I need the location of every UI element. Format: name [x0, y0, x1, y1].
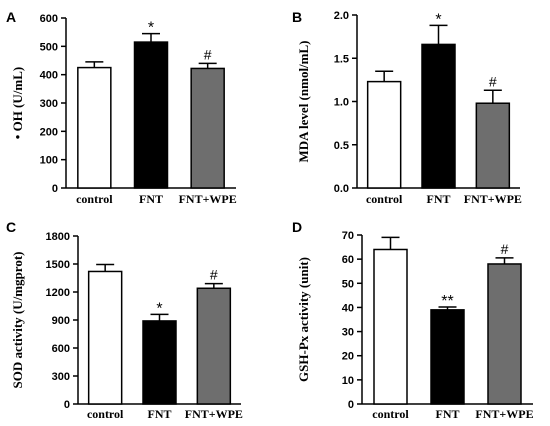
panel-c-category-label: control — [87, 407, 124, 421]
panel-a-y-tick-label: 100 — [40, 155, 58, 167]
panel-b-y-tick-label: 1.0 — [334, 97, 349, 109]
panel-c-letter: C — [6, 219, 16, 235]
panel-c-category-label: FNT — [148, 407, 172, 421]
panel-d-significance-mark: ** — [441, 293, 453, 310]
panel-c-y-tick-label: 1800 — [46, 231, 70, 243]
panel-c-bar-control — [87, 270, 123, 405]
panel-c-bar-fnt-wpe — [196, 287, 232, 405]
panel-a-bar-control — [77, 66, 112, 189]
panel-a-y-tick-label: 200 — [40, 126, 58, 138]
panel-c-y-tick-label: 900 — [52, 315, 70, 327]
panel-c-bar-fnt — [142, 320, 177, 405]
panel-b-significance-mark: # — [489, 73, 497, 89]
panel-a-y-tick-label: 400 — [40, 70, 58, 82]
panel-d-y-tick-label: 40 — [342, 302, 354, 314]
panel-a-category-label: FNT — [139, 192, 163, 206]
panel-d-significance-mark: # — [501, 241, 509, 257]
panel-a-category-label: FNT+WPE — [179, 192, 237, 206]
panel-b-bar-control — [366, 80, 402, 189]
panel-d-category-label: FNT — [436, 407, 460, 421]
panel-d-bar-fnt-wpe — [487, 263, 522, 405]
panel-d-category-label: control — [372, 407, 409, 421]
panel-b-y-tick-label: 0.0 — [334, 183, 349, 195]
panel-d-y-tick-label: 20 — [342, 351, 354, 363]
panel-b-y-axis-label: MDA level (nmol/mL) — [296, 40, 311, 162]
panel-b-significance-mark: * — [435, 11, 441, 28]
panel-d-y-tick-label: 10 — [342, 375, 354, 387]
panel-b-category-label: FNT+WPE — [464, 192, 522, 206]
panel-b-category-label: FNT — [427, 192, 451, 206]
panel-a-bar-fnt-wpe — [190, 67, 225, 189]
panel-b-letter: B — [292, 9, 302, 25]
panel-d-letter: D — [292, 219, 302, 235]
panel-c-y-tick-label: 1200 — [46, 287, 70, 299]
panel-a-y-axis-label: • OH (U/mL) — [10, 67, 25, 139]
panel-d-y-tick-label: 60 — [342, 254, 354, 266]
panel-a-significance-mark: # — [204, 46, 212, 62]
panel-d-bar-control — [373, 248, 408, 405]
panel-b-bar-fnt-wpe — [475, 102, 511, 189]
panel-a-category-label: control — [76, 192, 113, 206]
panel-b-y-tick-label: 0.5 — [334, 140, 349, 152]
panel-a-significance-mark: * — [148, 20, 154, 37]
panel-b-y-tick-label: 1.5 — [334, 53, 349, 65]
panel-d-bar-fnt — [430, 309, 465, 405]
panel-a-y-tick-label: 600 — [40, 13, 58, 25]
panel-c-y-tick-label: 1500 — [46, 259, 70, 271]
panel-b-category-label: control — [366, 192, 403, 206]
panel-b-y-tick-label: 2.0 — [334, 10, 349, 22]
panel-a-bar-fnt — [133, 41, 169, 189]
panel-d-category-label: FNT+WPE — [475, 407, 533, 421]
panel-c-y-tick-label: 0 — [64, 399, 70, 411]
panel-d-y-axis-label: GSH-Px activity (unit) — [296, 257, 311, 382]
panel-d-y-tick-label: 50 — [342, 278, 354, 290]
panel-d-y-tick-label: 0 — [348, 399, 354, 411]
panel-a-letter: A — [6, 9, 16, 25]
panel-c-y-axis-label: SOD activity (U/mgprot) — [10, 252, 25, 389]
panel-b-bar-fnt — [421, 43, 456, 189]
panel-c-y-tick-label: 600 — [52, 343, 70, 355]
panel-c-significance-mark: # — [210, 267, 218, 283]
panel-a-y-tick-label: 300 — [40, 98, 58, 110]
panel-c-category-label: FNT+WPE — [185, 407, 243, 421]
panel-c-significance-mark: * — [156, 300, 162, 317]
panel-d-y-tick-label: 30 — [342, 327, 354, 339]
panel-c-y-tick-label: 300 — [52, 371, 70, 383]
panel-a-y-tick-label: 0 — [52, 183, 58, 195]
panel-a-y-tick-label: 500 — [40, 41, 58, 53]
panel-d-y-tick-label: 70 — [342, 230, 354, 242]
